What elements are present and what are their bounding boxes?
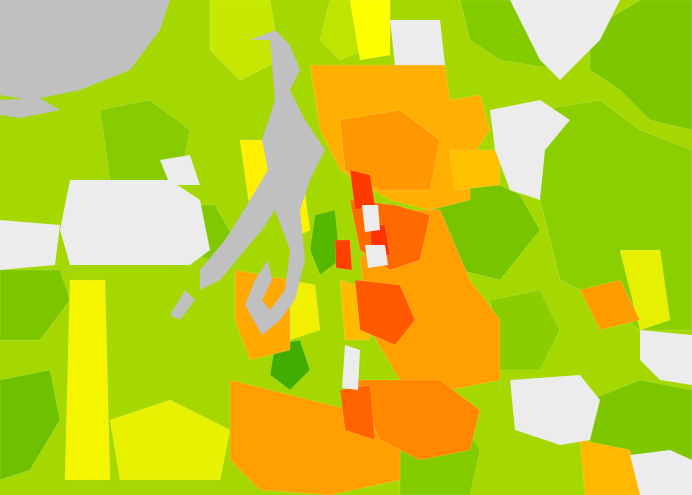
region xyxy=(449,149,501,191)
water-body xyxy=(0,98,60,118)
region xyxy=(309,209,341,276)
region xyxy=(334,239,353,271)
region xyxy=(339,384,376,441)
no-data-area xyxy=(342,345,360,390)
no-data-area xyxy=(390,20,445,65)
no-data-area xyxy=(640,330,692,385)
region xyxy=(354,379,481,461)
region xyxy=(229,379,401,495)
no-data-area xyxy=(0,220,60,270)
region xyxy=(64,279,111,481)
region xyxy=(0,269,71,341)
no-data-area xyxy=(510,0,620,80)
region xyxy=(579,439,641,495)
region xyxy=(339,109,441,191)
region xyxy=(349,0,391,61)
water-body xyxy=(170,290,195,320)
region xyxy=(619,249,671,331)
no-data-area xyxy=(365,245,388,268)
no-data-area xyxy=(160,155,200,185)
no-data-area xyxy=(60,180,210,265)
region xyxy=(109,399,231,481)
region xyxy=(354,279,416,346)
region xyxy=(209,0,281,81)
water-body xyxy=(200,30,325,335)
no-data-area xyxy=(490,100,570,200)
no-data-area xyxy=(362,205,380,232)
region xyxy=(0,369,61,481)
yellow-regions xyxy=(64,0,671,481)
water xyxy=(0,0,325,335)
region xyxy=(589,0,692,131)
water-body xyxy=(0,0,170,100)
no-data-area xyxy=(630,450,692,495)
region xyxy=(579,279,641,331)
no-data-area xyxy=(510,375,600,445)
